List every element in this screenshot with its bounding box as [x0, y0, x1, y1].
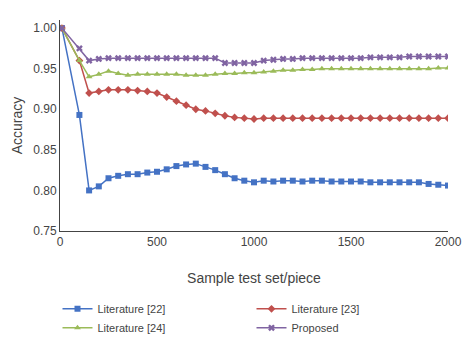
svg-text:0.80: 0.80 [33, 184, 57, 198]
svg-text:0: 0 [57, 235, 64, 249]
svg-text:0.75: 0.75 [33, 224, 57, 238]
svg-text:Literature [24]: Literature [24] [98, 322, 166, 334]
svg-text:1.00: 1.00 [33, 21, 57, 35]
svg-text:Literature [22]: Literature [22] [98, 303, 166, 315]
svg-text:Literature [23]: Literature [23] [292, 303, 360, 315]
svg-text:2000: 2000 [435, 235, 462, 249]
svg-text:1000: 1000 [241, 235, 268, 249]
svg-text:Proposed: Proposed [292, 322, 339, 334]
svg-text:0.90: 0.90 [33, 102, 57, 116]
svg-text:0.85: 0.85 [33, 143, 57, 157]
svg-text:1500: 1500 [338, 235, 365, 249]
svg-text:Sample test set/piece: Sample test set/piece [187, 270, 321, 286]
svg-text:0.95: 0.95 [33, 62, 57, 76]
svg-text:Accuracy: Accuracy [9, 97, 25, 155]
svg-text:500: 500 [147, 235, 167, 249]
